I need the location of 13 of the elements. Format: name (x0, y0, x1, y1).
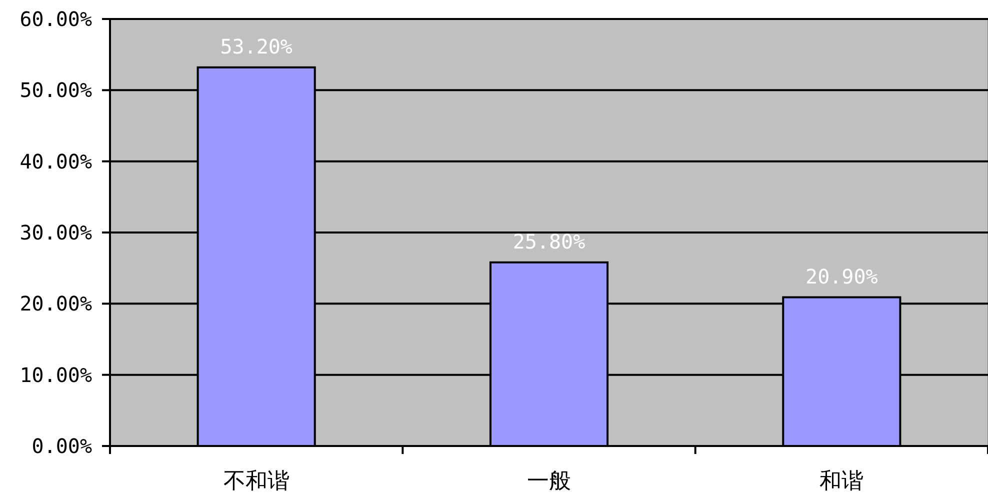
y-tick-label: 0.00% (32, 434, 92, 458)
y-tick-label: 40.00% (20, 149, 92, 174)
x-tick-label: 一般 (527, 469, 571, 494)
y-tick-label: 30.00% (20, 220, 92, 244)
y-tick-label: 60.00% (20, 7, 92, 31)
x-tick-label: 和谐 (820, 469, 864, 494)
x-tick-label: 不和谐 (223, 469, 290, 494)
y-tick-label: 10.00% (20, 362, 92, 387)
data-label: 53.20% (220, 34, 292, 58)
data-label: 25.80% (512, 229, 586, 254)
data-label: 20.90% (806, 264, 878, 288)
y-tick-label: 20.00% (20, 292, 92, 316)
y-tick-label: 50.00% (20, 78, 92, 102)
